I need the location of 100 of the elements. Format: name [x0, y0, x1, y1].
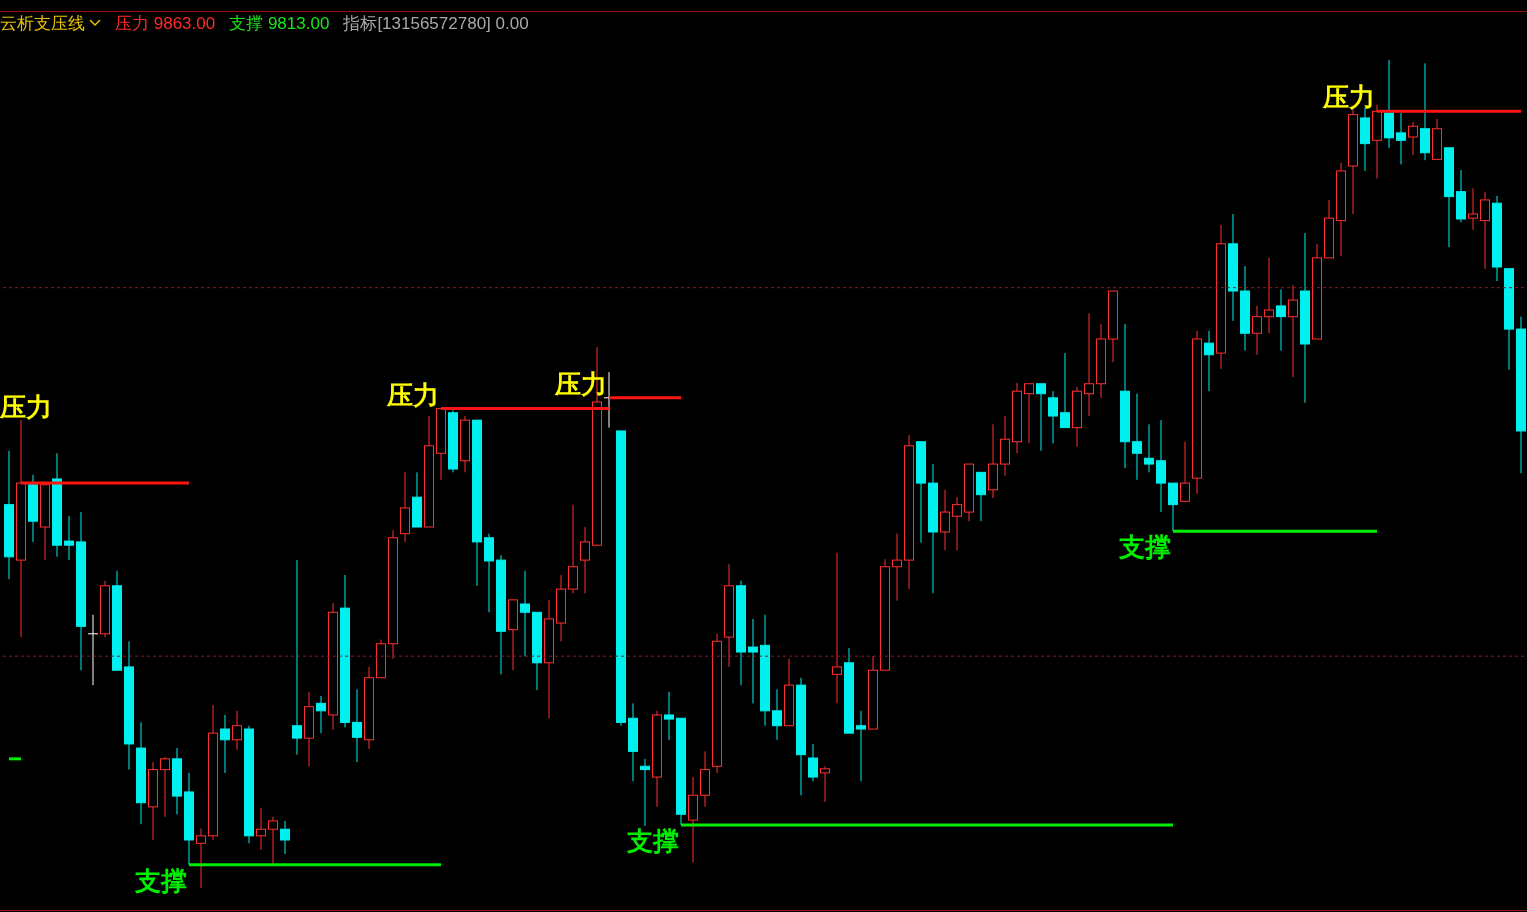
candlestick	[820, 765, 830, 803]
candlestick	[1264, 257, 1274, 334]
candlestick	[352, 688, 362, 763]
candlestick	[1468, 187, 1478, 231]
text: 压力 9863.00	[115, 12, 216, 35]
candlestick	[208, 704, 218, 841]
candlestick	[316, 695, 326, 734]
candlestick	[136, 721, 146, 825]
candlestick	[1480, 191, 1490, 270]
candlestick	[220, 714, 230, 774]
candlestick	[1108, 290, 1118, 363]
candlestick	[1384, 60, 1394, 149]
series-label: 压力	[1322, 83, 1375, 113]
candlestick	[940, 489, 950, 551]
candlestick	[772, 688, 782, 741]
candlestick	[28, 474, 38, 543]
candlestick	[556, 574, 566, 642]
candlestick	[988, 423, 998, 499]
candlestick	[112, 570, 122, 671]
series-label: 压力	[554, 369, 607, 399]
candlestick	[784, 658, 794, 727]
candlestick	[328, 602, 338, 731]
candlestick	[1084, 312, 1094, 417]
candlestick	[1144, 423, 1154, 473]
candlestick	[364, 666, 374, 750]
candlestick	[196, 827, 206, 888]
candlestick	[700, 750, 710, 808]
candlestick	[1504, 268, 1514, 371]
candlestick	[568, 504, 578, 594]
candlestick	[1000, 415, 1010, 477]
candlestick	[724, 563, 734, 668]
candlestick	[520, 570, 530, 657]
candlestick	[87, 614, 99, 686]
candlestick	[1288, 284, 1298, 378]
candlestick	[496, 554, 506, 675]
candlestick	[256, 807, 266, 851]
candlestick	[712, 633, 722, 774]
chart-title: 云析支压线	[0, 12, 85, 35]
text: 指标[13156572780] 0.00	[343, 12, 529, 35]
series-label: 支撑	[134, 866, 187, 896]
candlestick	[676, 717, 686, 826]
candlestick	[280, 820, 290, 855]
candlestick	[1408, 121, 1418, 156]
candlestick	[52, 452, 62, 558]
candlestick	[1492, 195, 1502, 282]
candlestick	[64, 515, 74, 561]
candlestick	[1348, 108, 1358, 215]
candlestick	[388, 529, 398, 660]
candlestick	[976, 471, 986, 522]
text: 支撑 9813.00	[229, 12, 330, 35]
candlestick	[892, 533, 902, 602]
candlestick	[1456, 169, 1466, 223]
candlestick	[1432, 118, 1442, 160]
candlestick	[652, 710, 662, 808]
candlestick	[460, 415, 470, 473]
text: 压力	[0, 393, 52, 423]
candlestick	[1228, 213, 1238, 322]
candlestick	[484, 533, 494, 613]
candlestick	[304, 691, 314, 767]
candlestick	[1072, 386, 1082, 448]
series-label: 支撑	[1118, 533, 1171, 563]
candlestick	[796, 677, 806, 796]
candlestick	[904, 434, 914, 590]
candlestick	[880, 558, 890, 671]
candlestick	[232, 710, 242, 751]
candlestick	[268, 816, 278, 865]
candlestick	[1336, 162, 1346, 257]
candlestick	[928, 463, 938, 594]
candlestick	[148, 761, 158, 841]
candlestick	[1396, 112, 1406, 165]
candlestick	[436, 408, 446, 481]
candlestick	[1024, 383, 1034, 444]
candlestick	[340, 574, 350, 728]
candlestick	[1444, 147, 1454, 248]
candlestick	[508, 599, 518, 671]
candlestick	[100, 580, 110, 638]
candlestick	[1096, 323, 1106, 399]
candlestick	[1192, 330, 1202, 495]
candlestick	[1420, 62, 1430, 161]
candlestick	[1168, 482, 1178, 532]
candlestick	[1372, 104, 1382, 179]
candlestick	[580, 526, 590, 594]
candlestick	[472, 419, 482, 587]
candlestick	[736, 580, 746, 686]
candlestick	[1132, 393, 1142, 481]
candlestick	[748, 618, 758, 704]
candlestick	[292, 559, 302, 756]
candlestick	[688, 776, 698, 863]
candlestick	[376, 639, 386, 679]
candlestick	[1240, 265, 1250, 352]
candlestick	[1120, 323, 1130, 469]
candlestick	[448, 409, 458, 473]
candlestick	[616, 430, 626, 727]
candlestick	[1312, 243, 1322, 340]
candlestick	[1012, 382, 1022, 454]
candlestick	[124, 640, 134, 771]
candlestick	[1048, 390, 1058, 444]
candlestick	[952, 496, 962, 551]
candlestick	[640, 758, 650, 827]
candlestick	[412, 471, 422, 528]
